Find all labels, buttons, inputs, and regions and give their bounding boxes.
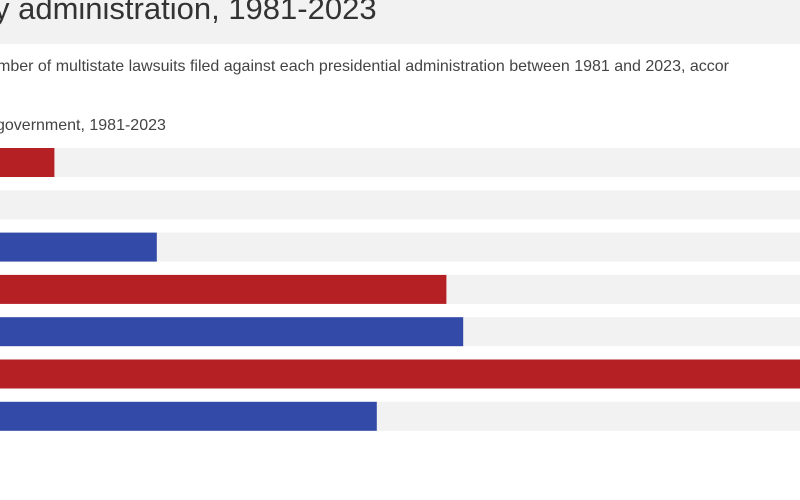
chart-subtitle: mber of multistate lawsuits filed agains… [0, 58, 729, 75]
bar [0, 274, 447, 304]
chart-title: y administration, 1981-2023 [0, 0, 377, 26]
bar [0, 317, 464, 347]
title-band [0, 0, 800, 44]
bar [0, 148, 55, 177]
panel-heading: government, 1981-2023 [0, 117, 166, 134]
bar [0, 232, 157, 262]
bar-track [0, 190, 800, 220]
bar [0, 401, 377, 431]
bar [0, 359, 800, 389]
bar-track [0, 148, 800, 177]
